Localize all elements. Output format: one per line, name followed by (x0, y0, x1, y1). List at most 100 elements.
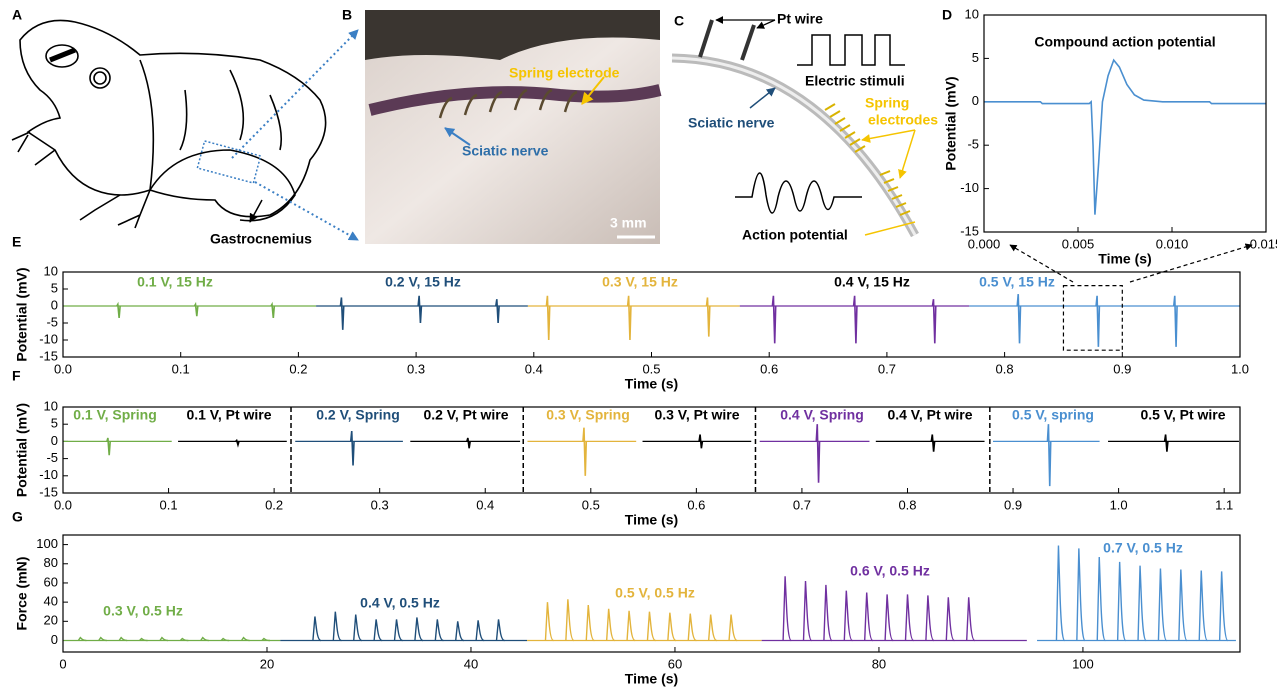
x-tick-label: 0 (59, 656, 66, 671)
twitch (179, 637, 189, 642)
twitch (353, 614, 362, 642)
y-tick-label: 10 (965, 6, 979, 21)
y-axis-label: Force (mN) (14, 557, 30, 631)
twitch (904, 594, 914, 642)
spike (930, 434, 936, 452)
region-box (196, 140, 262, 184)
x-tick-label: 40 (464, 656, 478, 671)
twitch (261, 637, 270, 642)
x-tick-label: 0.3 (371, 497, 389, 512)
nerve-photo (368, 84, 662, 116)
spring-photo (438, 88, 578, 119)
twitch (544, 602, 554, 642)
y-tick-label: 20 (44, 613, 58, 628)
x-axis-label: Time (s) (1098, 251, 1151, 267)
x-tick-label: 0.6 (760, 361, 778, 376)
spike (235, 438, 240, 448)
spike (116, 301, 121, 318)
twitch (802, 580, 812, 642)
spike (815, 424, 821, 483)
series-label: 0.1 V, Pt wire (186, 407, 271, 423)
pointer (749, 87, 776, 109)
plot-frame (62, 406, 1241, 494)
twitch (475, 620, 485, 642)
spike (349, 431, 355, 466)
spike (582, 427, 588, 476)
x-tick-label: 60 (668, 656, 682, 671)
pointer (581, 76, 605, 105)
panel-label: B (342, 7, 352, 23)
series-label: 0.3 V, Spring (546, 407, 630, 423)
x-tick-label: 1.0 (1110, 497, 1128, 512)
spike (1046, 424, 1052, 487)
series-label: 0.6 V, 0.5 Hz (850, 563, 930, 579)
plot-frame (62, 271, 1241, 358)
ap-wave (735, 172, 862, 214)
panel-label: D (942, 7, 952, 23)
spike (193, 301, 199, 317)
trace (984, 58, 1266, 215)
plot-frame (62, 534, 1241, 653)
x-tick-label: 1.0 (1231, 361, 1249, 376)
twitch (945, 597, 955, 642)
twitch (495, 619, 505, 642)
spike (417, 295, 423, 324)
twitch (707, 614, 717, 642)
series-label: 0.5 V, 0.5 Hz (615, 585, 695, 601)
twitch (605, 608, 615, 642)
twitch (332, 611, 342, 642)
series-label: 0.3 V, 15 Hz (602, 274, 678, 290)
spike (339, 297, 345, 330)
twitch (864, 592, 874, 642)
pt-wires (698, 19, 756, 61)
series-label: 0.7 V, 0.5 Hz (1103, 540, 1183, 556)
spike (698, 434, 704, 449)
y-tick-label: 60 (44, 574, 58, 589)
stimulus-wave (797, 34, 905, 66)
nerve-highlight (671, 56, 917, 236)
y-tick-label: -5 (967, 137, 979, 152)
zoom-line (231, 29, 359, 159)
series-label: 0.5 V, spring (1012, 407, 1094, 423)
zoom-arrow (1009, 244, 1074, 283)
x-tick-label: 0.1 (160, 497, 178, 512)
x-axis-label: Time (s) (625, 512, 678, 528)
x-tick-label: 20 (260, 656, 274, 671)
y-tick-label: -10 (39, 331, 58, 346)
twitch (1218, 571, 1229, 642)
spike (495, 299, 500, 324)
pointer (444, 127, 471, 146)
y-tick-label: -5 (46, 450, 58, 465)
twitch (414, 617, 424, 642)
x-tick-label: 0.6 (687, 497, 705, 512)
x-tick-label: 0.5 (642, 361, 660, 376)
series-label: 0.1 V, 15 Hz (137, 274, 213, 290)
plot-frame (983, 14, 1267, 233)
x-tick-label: 0.2 (265, 497, 283, 512)
y-tick-label: 5 (972, 50, 979, 65)
twitch (667, 612, 677, 642)
x-tick-label: 100 (1072, 656, 1094, 671)
spike (1172, 295, 1178, 347)
twitch (728, 614, 738, 642)
series-label: 0.5 V, Pt wire (1140, 407, 1225, 423)
y-tick-label: 10 (44, 263, 58, 278)
zoom-arrow (1129, 243, 1253, 283)
spike (466, 437, 471, 449)
twitch (1096, 557, 1106, 642)
twitch (373, 619, 383, 642)
spike (1163, 434, 1169, 452)
x-tick-label: 0.5 (582, 497, 600, 512)
x-tick-label: 0.1 (172, 361, 190, 376)
series-label: 0.4 V, Pt wire (887, 407, 972, 423)
y-axis-label: Potential (mV) (14, 267, 30, 361)
twitch (585, 604, 595, 642)
y-tick-label: -15 (39, 348, 58, 363)
twitch (1116, 561, 1127, 642)
series-label: 0.3 V, Pt wire (654, 407, 739, 423)
panel-label: F (12, 368, 21, 384)
twitch (98, 636, 107, 642)
series-label: 0.2 V, 15 Hz (385, 274, 461, 290)
